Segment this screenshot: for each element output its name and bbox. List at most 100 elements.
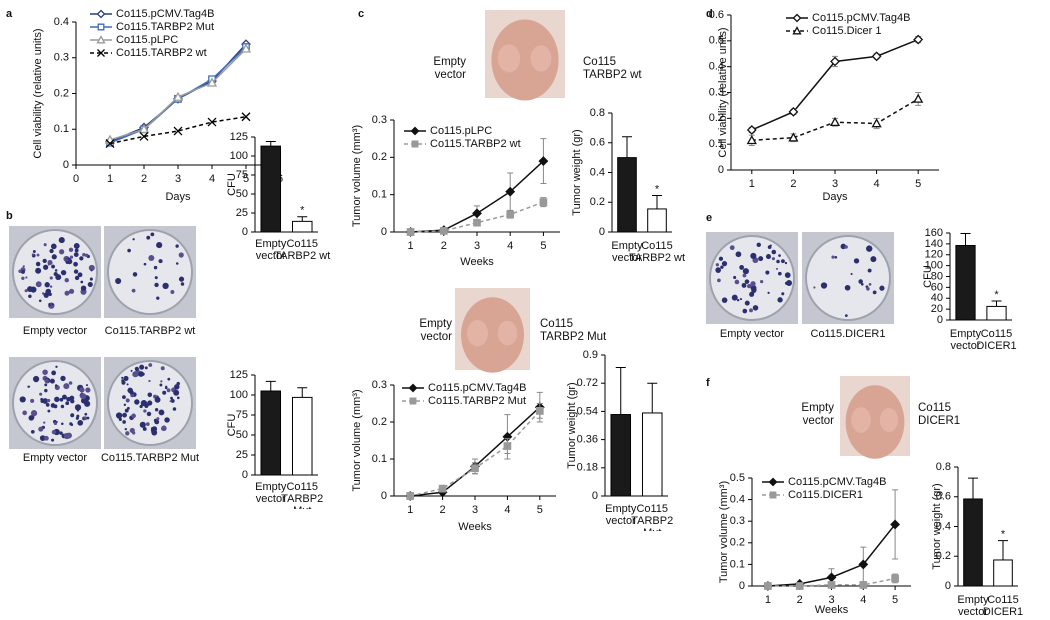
mouse-body xyxy=(461,297,524,373)
x-tick-label: Empty vector xyxy=(605,503,637,527)
marker xyxy=(764,582,772,590)
legend-label: Co115.pLPC xyxy=(116,34,178,46)
x-tick-label: 2 xyxy=(797,594,803,606)
marker xyxy=(438,484,447,493)
y-tick-label: 75 xyxy=(236,409,248,421)
y-axis-label: Tumor volume (mm³) xyxy=(351,125,363,227)
colony xyxy=(36,253,40,257)
colony xyxy=(154,419,160,425)
marker xyxy=(503,442,512,450)
marker xyxy=(240,43,252,53)
colony xyxy=(844,245,848,249)
colony xyxy=(721,261,728,267)
legend-label: Co115.pCMV.Tag4B xyxy=(788,476,886,488)
colony xyxy=(134,399,140,405)
colony xyxy=(756,242,761,248)
colony xyxy=(85,384,89,387)
colony xyxy=(22,265,25,268)
colony xyxy=(122,420,126,424)
colony xyxy=(68,247,74,253)
colony xyxy=(148,379,151,383)
bar xyxy=(260,390,282,476)
x-tick-label: 2 xyxy=(441,240,447,252)
y-tick-label: 160 xyxy=(925,227,943,239)
colony xyxy=(35,267,42,274)
colony xyxy=(132,272,138,277)
colony xyxy=(43,435,49,441)
dish-caption: Co115.TARBP2 wt xyxy=(105,325,196,337)
colony xyxy=(164,417,170,423)
colony xyxy=(118,417,122,422)
y-tick-label: 0.4 xyxy=(709,61,724,73)
x-tick-label: 5 xyxy=(892,594,898,606)
marker xyxy=(913,34,924,45)
colony xyxy=(143,262,147,266)
x-tick-label: 4 xyxy=(504,504,510,516)
bar xyxy=(986,305,1007,321)
colony xyxy=(139,421,146,428)
y-tick-label: 0.6 xyxy=(590,137,605,149)
colony xyxy=(86,416,90,420)
x-tick-label: 3 xyxy=(832,178,838,190)
colony xyxy=(18,269,22,273)
colony xyxy=(70,413,75,418)
colony xyxy=(19,396,26,403)
y-tick-label: 100 xyxy=(230,389,248,401)
marker xyxy=(172,91,184,101)
colony xyxy=(123,375,129,382)
y-tick-label: 50 xyxy=(236,429,248,441)
x-tick-label-box: Empty vector xyxy=(957,594,989,618)
colony xyxy=(90,269,93,272)
dish xyxy=(805,235,891,321)
dish-caption: Empty vector xyxy=(720,328,785,340)
marker xyxy=(408,383,418,393)
x-tick-label: Empty vector xyxy=(957,594,989,618)
colony xyxy=(777,297,783,303)
colony xyxy=(151,429,158,436)
y-tick-label: 0.36 xyxy=(577,434,598,446)
y-tick-label: 0.2 xyxy=(372,151,387,163)
colony xyxy=(760,280,764,284)
colony xyxy=(744,300,750,306)
colony xyxy=(170,398,175,403)
colony xyxy=(148,363,153,367)
colony xyxy=(51,264,55,269)
y-tick-label: 140 xyxy=(925,238,943,250)
x-tick-label: 4 xyxy=(209,173,215,185)
annotation: * xyxy=(655,183,660,195)
colony xyxy=(156,296,160,300)
colony xyxy=(51,430,57,435)
y-tick-label: 0.2 xyxy=(372,416,387,428)
colony xyxy=(60,269,67,276)
colony xyxy=(831,255,835,259)
colony xyxy=(879,285,885,291)
colony xyxy=(127,248,131,253)
y-axis-label: Tumor weight (gr) xyxy=(566,382,578,468)
colony xyxy=(62,394,67,400)
marker xyxy=(97,23,105,31)
panel-letter: b xyxy=(6,210,13,222)
marker xyxy=(788,106,799,117)
colony xyxy=(126,406,130,410)
marker xyxy=(795,582,804,590)
marker xyxy=(411,140,419,148)
colony xyxy=(784,281,789,285)
colony xyxy=(866,245,873,252)
dish xyxy=(12,229,98,315)
colony xyxy=(126,383,129,386)
colony xyxy=(143,409,147,413)
colony xyxy=(146,235,151,240)
annotation: * xyxy=(1001,529,1006,541)
bar xyxy=(617,157,637,233)
colony xyxy=(51,254,57,260)
tumor xyxy=(530,45,552,72)
y-tick-label: 20 xyxy=(931,303,943,315)
colony xyxy=(172,407,177,411)
series-line xyxy=(410,201,544,233)
y-tick-label: 0.72 xyxy=(577,377,598,389)
colony xyxy=(717,278,721,283)
colony xyxy=(169,400,172,403)
mouse-body xyxy=(491,19,559,101)
colony xyxy=(180,282,185,286)
